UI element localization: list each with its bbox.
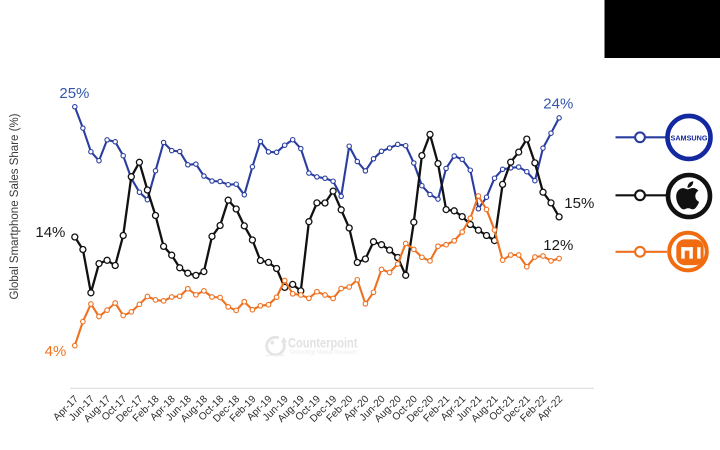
svg-text:Global Smartphone Sales Share: Global Smartphone Sales Share (%)	[9, 113, 21, 299]
svg-text:24%: 24%	[543, 96, 573, 113]
svg-text:14%: 14%	[35, 224, 65, 241]
svg-text:15%: 15%	[564, 195, 594, 212]
svg-text:Technology Market Research: Technology Market Research	[289, 349, 357, 356]
svg-text:25%: 25%	[59, 85, 89, 102]
svg-text:SAMSUNG: SAMSUNG	[671, 133, 708, 142]
svg-text:12%: 12%	[543, 237, 573, 254]
svg-text:4%: 4%	[45, 343, 67, 360]
